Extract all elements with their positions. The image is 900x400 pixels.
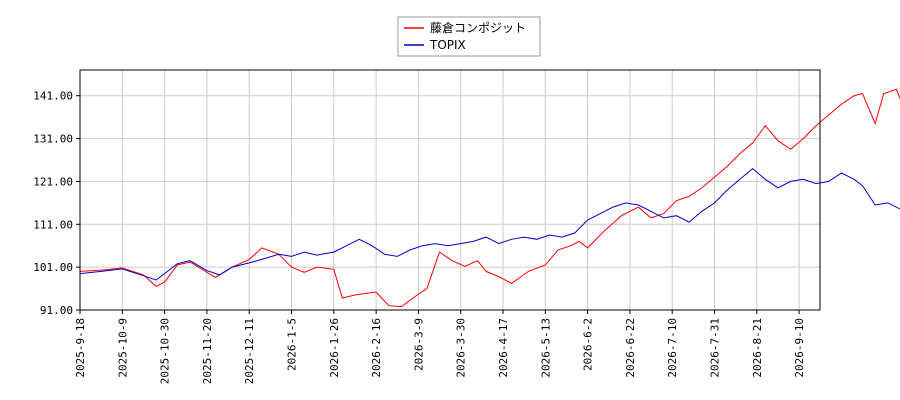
x-tick-label: 2026-2-16 [370, 318, 383, 378]
x-tick-label: 2026-8-21 [751, 318, 764, 378]
y-tick-label: 91.00 [40, 304, 73, 317]
x-tick-label: 2026-6-22 [624, 318, 637, 378]
grid [79, 70, 820, 311]
plot-frame [79, 69, 821, 311]
legend-label-1: TOPIX [429, 38, 466, 52]
y-tick-label: 121.00 [33, 175, 73, 188]
legend-label-0: 藤倉コンポジット [430, 20, 526, 35]
x-tick-label: 2025-10-30 [159, 318, 172, 384]
series-line-1 [79, 167, 900, 281]
x-tick-label: 2026-3-30 [455, 318, 468, 378]
y-tick-label: 111.00 [33, 218, 73, 231]
x-tick-label: 2026-5-13 [539, 318, 552, 378]
x-tick-label: 2025-11-20 [201, 318, 214, 384]
y-tick-label: 131.00 [33, 133, 73, 146]
legend-box [397, 16, 541, 57]
x-tick-label: 2026-1-5 [286, 318, 299, 371]
x-tick-label: 2026-7-31 [709, 318, 722, 378]
x-tick-label: 2026-1-26 [328, 318, 341, 378]
axes: 91.00 101.00 111.00 121.00 131.00 141.00 2025-… [33, 69, 821, 384]
series-line-0 [79, 88, 900, 308]
x-tick-label: 2025-9-18 [74, 318, 87, 378]
x-tick-label: 2026-3-9 [412, 318, 425, 371]
x-tick-label: 2026-6-2 [582, 318, 595, 371]
x-tick-label: 2025-10-9 [116, 318, 129, 378]
x-tick-label: 2025-12-11 [243, 318, 256, 384]
x-tick-label: 2026-4-17 [497, 318, 510, 378]
x-tick-label: 2026-9-10 [793, 318, 806, 378]
y-tick-label: 101.00 [33, 261, 73, 274]
y-tick-label: 141.00 [33, 90, 73, 103]
x-tick-label: 2026-7-10 [666, 318, 679, 378]
series-group [79, 88, 900, 308]
legend: 藤倉コンポジット TOPIX [397, 16, 541, 57]
